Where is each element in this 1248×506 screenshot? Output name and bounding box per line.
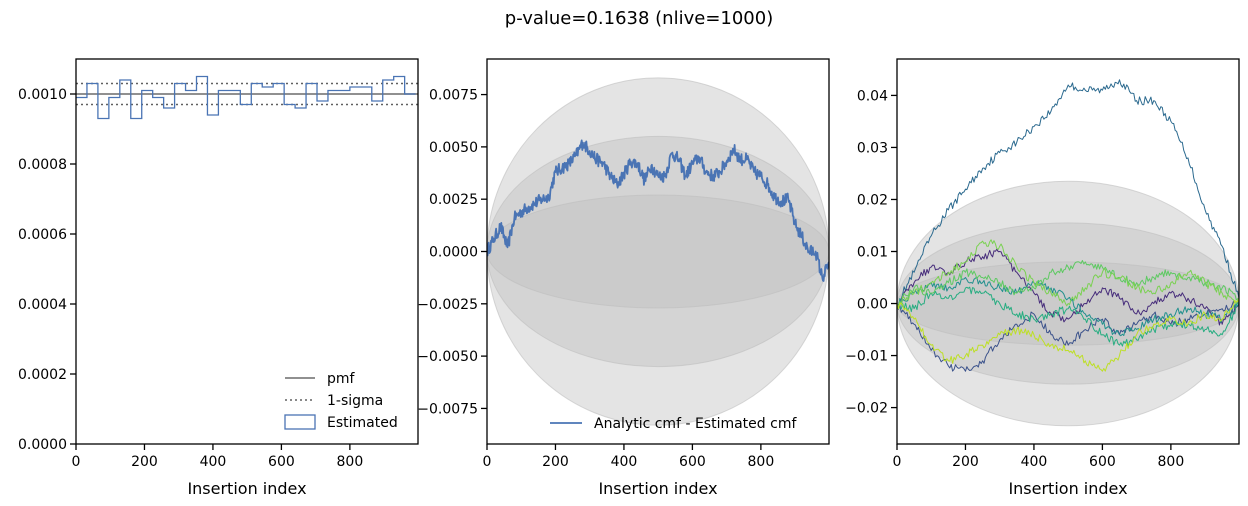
sigma-band	[487, 77, 829, 426]
x-tick-label: 800	[1158, 454, 1185, 470]
x-tick-label: 600	[1089, 454, 1116, 470]
axes-frame	[75, 58, 419, 445]
y-tick-label: 0.00	[857, 297, 888, 313]
y-tick-label: 0.0002	[18, 367, 67, 383]
x-tick-label: 200	[131, 454, 158, 470]
y-tick-label: 0.0006	[18, 227, 67, 243]
x-tick-label: 400	[611, 454, 638, 470]
sigma-band	[487, 194, 829, 309]
x-axis-label: Insertion index	[1008, 479, 1127, 498]
y-tick-label: 0.0000	[18, 437, 67, 453]
series-line-run-4	[897, 276, 1239, 337]
legend-entry: Analytic cmf - Estimated cmf	[594, 416, 797, 432]
y-tick-label: 0.03	[857, 140, 888, 156]
y-tick-label: 0.0008	[18, 157, 67, 173]
x-tick-label: 600	[679, 454, 706, 470]
estimated-histogram	[76, 75, 416, 120]
legend-swatch-estimated	[284, 414, 316, 430]
series-line-run-7	[897, 239, 1239, 308]
y-tick-label: 0.0010	[18, 87, 67, 103]
series-line-run-1	[897, 79, 1239, 306]
y-tick-label: −0.0025	[417, 297, 478, 313]
y-tick-label: −0.02	[845, 401, 888, 417]
plot-area	[897, 79, 1239, 427]
y-tick-label: 0.0025	[429, 192, 478, 208]
panel-cmf-difference: 0 200 400 600 800 0.0075 0.0050 0.0025 0.0000 −0.…	[417, 58, 830, 498]
x-tick-label: 0	[483, 454, 492, 470]
legend: pmf 1-sigma Estimated	[284, 371, 398, 431]
x-tick-label: 600	[268, 454, 295, 470]
panel-multiple-runs: 0 200 400 600 800 0.04 0.03 0.02 0.01 0.00 −0.01 −0…	[845, 58, 1240, 498]
series-line-cmf-difference	[487, 139, 829, 282]
y-tick-label: −0.01	[845, 349, 888, 365]
legend-entry: Estimated	[327, 415, 398, 431]
y-tick-label: 0.0000	[429, 245, 478, 261]
x-tick-label: 200	[952, 454, 979, 470]
x-tick-label: 800	[748, 454, 775, 470]
sigma-band	[487, 135, 829, 368]
x-axis-label: Insertion index	[187, 479, 306, 498]
legend-entry: 1-sigma	[327, 393, 383, 409]
x-tick-label: 400	[200, 454, 227, 470]
plot-area	[76, 75, 418, 120]
y-tick-label: −0.0075	[417, 401, 478, 417]
legend-entry: pmf	[327, 371, 356, 387]
y-tick-label: 0.01	[857, 245, 888, 261]
series-line-run-8	[897, 298, 1239, 372]
y-tick-label: −0.0050	[417, 349, 478, 365]
series-line-run-5	[897, 286, 1239, 348]
legend: Analytic cmf - Estimated cmf	[550, 416, 797, 432]
x-tick-label: 0	[72, 454, 81, 470]
x-tick-label: 0	[893, 454, 902, 470]
x-tick-label: 200	[542, 454, 569, 470]
y-tick-label: 0.02	[857, 192, 888, 208]
x-axis-label: Insertion index	[598, 479, 717, 498]
y-tick-label: 0.0050	[429, 140, 478, 156]
y-tick-label: 0.04	[857, 88, 888, 104]
series-line-run-2	[897, 248, 1239, 326]
figure-title: p-value=0.1638 (nlive=1000)	[505, 8, 773, 29]
panel-pmf: 0 200 400 600 800 0.0000 0.0002 0.0004 0.0006 0.0…	[18, 58, 419, 498]
x-tick-label: 800	[337, 454, 364, 470]
y-tick-label: 0.0075	[429, 88, 478, 104]
x-tick-label: 400	[1021, 454, 1048, 470]
y-tick-label: 0.0004	[18, 297, 67, 313]
plot-area	[487, 77, 829, 426]
